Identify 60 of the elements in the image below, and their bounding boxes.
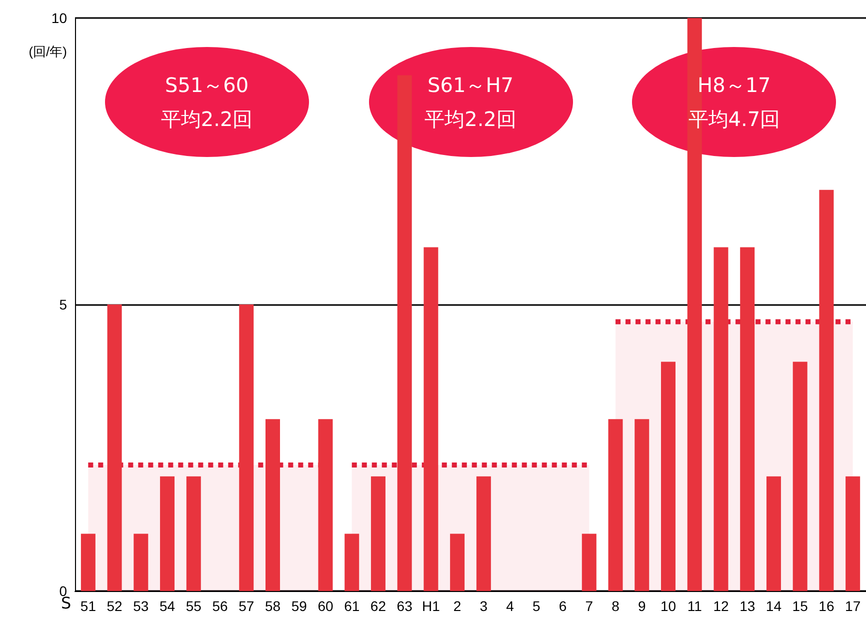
bar (608, 419, 623, 591)
bar (318, 419, 333, 591)
bar (634, 419, 650, 591)
x-tick-label: 61 (344, 598, 360, 614)
x-tick-label: 51 (80, 598, 96, 614)
bar (239, 304, 254, 591)
x-tick-label: 17 (845, 598, 861, 614)
x-tick-label: 59 (291, 598, 308, 614)
bar (134, 534, 148, 591)
x-tick-label: 55 (186, 598, 202, 614)
x-tick-label: 2 (453, 598, 462, 614)
x-tick-label: 62 (370, 598, 386, 614)
x-tick-label: 4 (506, 598, 514, 614)
x-tick-label: H1 (422, 598, 440, 614)
x-tick-label: 52 (106, 598, 123, 614)
bar (160, 476, 175, 591)
bar (107, 304, 122, 591)
bar (766, 476, 781, 591)
x-tick-label: 63 (396, 598, 413, 614)
x-tick-label: 10 (660, 598, 676, 614)
annotation: S51～60 平均2.2回 (160, 73, 253, 131)
x-tick-label: 56 (212, 598, 228, 614)
y-tick-label: 5 (59, 296, 68, 312)
bar (370, 476, 386, 591)
y-axis-title: (回/年) (28, 44, 67, 59)
bar (714, 247, 728, 591)
x-tick-label: 12 (713, 598, 729, 614)
bar (80, 534, 96, 591)
x-tick-label: 60 (318, 598, 334, 614)
bar (266, 419, 280, 591)
bar (424, 247, 438, 591)
x-tick-label: 6 (558, 598, 567, 614)
bar (846, 476, 860, 591)
x-tick-label: 11 (687, 598, 702, 614)
x-tick-label: 57 (238, 598, 254, 614)
bar (397, 75, 412, 591)
bar (344, 534, 360, 591)
x-tick-label: 5 (532, 598, 541, 614)
x-tick-label: 7 (585, 598, 594, 614)
x-tick-label: 14 (766, 598, 782, 614)
x-tick-label: 8 (612, 598, 620, 614)
bar (450, 534, 465, 591)
annotation: H8～17 平均4.7回 (688, 73, 780, 131)
x-tick-label: 9 (638, 598, 646, 614)
bar (661, 362, 676, 591)
bar (740, 247, 755, 591)
x-tick-label: 53 (133, 598, 149, 614)
annotation: S61～H7 平均2.2回 (424, 73, 516, 131)
x-tick-label: 54 (159, 598, 176, 614)
bar (792, 362, 808, 591)
x-tick-label: 13 (740, 598, 756, 614)
x-tick-label: 58 (264, 598, 281, 614)
x-tick-label: 3 (480, 598, 488, 614)
x-tick-label: 15 (792, 598, 808, 614)
bar (819, 190, 834, 591)
y-tick-label: 10 (51, 10, 68, 26)
bar (186, 476, 201, 591)
bar (476, 476, 491, 591)
x-tick-label: 16 (818, 598, 834, 614)
bar (582, 534, 596, 591)
